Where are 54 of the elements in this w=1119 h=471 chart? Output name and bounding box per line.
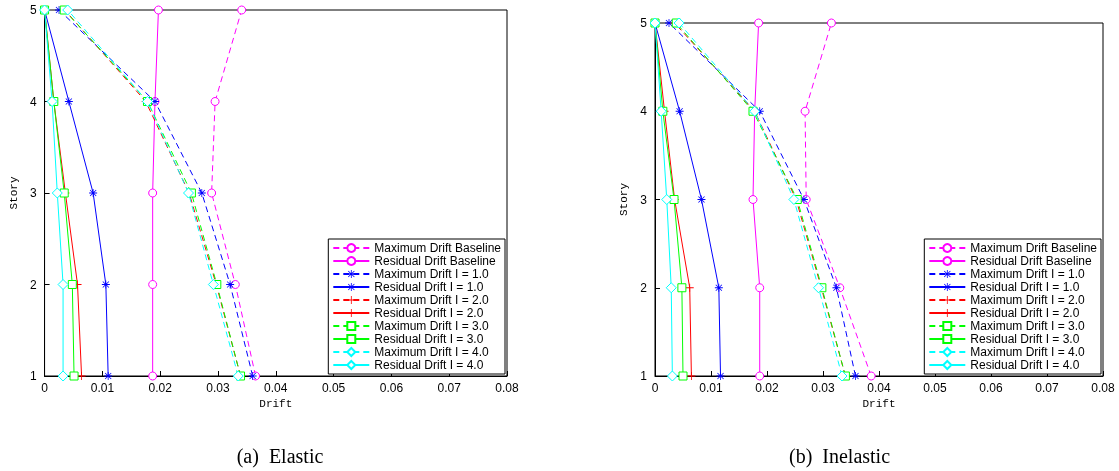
x-axis-title: Drift: [259, 398, 293, 411]
legend-label: Residual Drift I = 1.0: [374, 280, 484, 294]
legend-label: Residual Drift I = 1.0: [970, 280, 1080, 294]
y-tick-label: 3: [29, 186, 37, 200]
y-tick-label: 3: [640, 192, 648, 207]
legend-label: Maximum Drift I = 4.0: [374, 345, 489, 359]
legend-label: Maximum Drift Baseline: [970, 241, 1098, 255]
legend-label: Maximum Drift I = 2.0: [970, 293, 1085, 307]
legend-label: Residual Drift I = 4.0: [970, 358, 1080, 372]
x-tick-label: 0.08: [1091, 381, 1115, 395]
x-tick-label: 0.03: [811, 381, 835, 395]
legend-label: Residual Drift Baseline: [374, 254, 497, 268]
legend-label: Maximum Drift I = 4.0: [970, 345, 1085, 359]
legend-label: Maximum Drift I = 1.0: [374, 267, 489, 281]
x-tick-label: 0.04: [264, 381, 288, 395]
legend-label: Residual Drift I = 3.0: [374, 332, 484, 346]
x-tick-label: 0.02: [148, 381, 173, 395]
legend-label: Residual Drift I = 2.0: [374, 306, 484, 320]
x-tick-label: 0.02: [755, 381, 779, 395]
x-tick-label: 0.01: [699, 381, 723, 395]
y-tick-label: 1: [29, 369, 37, 383]
text: (b) Inelastic: [788, 445, 891, 468]
y-tick-label: 1: [640, 369, 648, 383]
x-axis-title: Drift: [862, 398, 896, 411]
x-tick-label: 0.06: [379, 381, 404, 395]
legend-label: Maximum Drift I = 3.0: [374, 319, 489, 333]
text: (a) Elastic: [236, 445, 324, 468]
legend-label: Residual Drift I = 2.0: [970, 306, 1080, 320]
y-axis-title: Story: [7, 176, 20, 210]
x-tick-label: 0.03: [206, 381, 230, 395]
legend-label: Residual Drift I = 4.0: [374, 358, 484, 372]
y-tick-label: 4: [29, 94, 37, 109]
y-axis-title: Story: [617, 182, 630, 217]
x-tick-label: 0: [651, 381, 659, 395]
x-tick-label: 0.05: [321, 381, 346, 395]
x-tick-label: 0: [41, 381, 49, 395]
x-tick-label: 0.08: [495, 381, 519, 395]
y-tick-label: 5: [640, 16, 648, 30]
legend-label: Residual Drift Baseline: [970, 254, 1093, 268]
x-tick-label: 0.05: [923, 381, 947, 395]
legend-label: Residual Drift I = 3.0: [970, 332, 1080, 346]
y-tick-label: 2: [29, 277, 37, 292]
y-tick-label: 4: [640, 104, 648, 119]
x-tick-label: 0.01: [90, 381, 115, 395]
legend-label: Maximum Drift I = 2.0: [374, 293, 489, 307]
legend-label: Maximum Drift I = 3.0: [970, 319, 1085, 333]
x-tick-label: 0.07: [437, 381, 462, 395]
y-tick-label: 5: [29, 3, 37, 17]
legend-label: Maximum Drift I = 1.0: [970, 267, 1085, 281]
legend-label: Maximum Drift Baseline: [374, 241, 502, 255]
x-tick-label: 0.04: [867, 381, 891, 395]
y-tick-label: 2: [640, 280, 648, 295]
x-tick-label: 0.06: [979, 381, 1003, 395]
x-tick-label: 0.07: [1035, 381, 1059, 395]
